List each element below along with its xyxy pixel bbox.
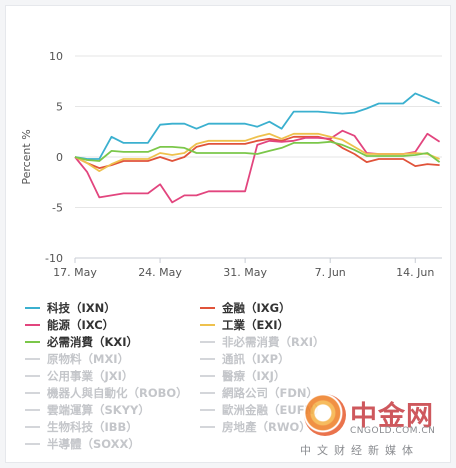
watermark: 中金网 CNGOLD.COM.CN 中文财经新媒体 xyxy=(296,392,451,462)
watermark-tagline: 中文财经新媒体 xyxy=(300,444,419,457)
legend-label: 生物科技（IBB） xyxy=(47,419,138,434)
legend-item[interactable]: 雲端運算（SKYY） xyxy=(25,402,200,417)
legend-label: 科技（IXN） xyxy=(47,300,116,315)
legend-item[interactable]: 公用事業（JXI） xyxy=(25,368,200,383)
y-tick-label: 0 xyxy=(56,151,63,164)
legend-item[interactable]: 生物科技（IBB） xyxy=(25,419,200,434)
legend-label: 通訊（IXP） xyxy=(222,351,290,366)
legend-swatch xyxy=(200,425,215,428)
legend-item[interactable]: 通訊（IXP） xyxy=(200,351,410,366)
legend-item[interactable]: 歐洲金融（EUFN） xyxy=(200,402,410,417)
chart-card xyxy=(5,5,451,463)
y-tick-label: -10 xyxy=(45,252,63,265)
y-axis-label: Percent % xyxy=(20,129,33,184)
legend-item[interactable]: 能源（IXC） xyxy=(25,317,200,332)
legend-label: 非必需消費（RXI） xyxy=(222,334,325,349)
legend-swatch xyxy=(25,340,40,343)
legend-item[interactable]: 機器人與自動化（ROBO） xyxy=(25,385,200,400)
legend-label: 機器人與自動化（ROBO） xyxy=(47,385,188,400)
legend-label: 必需消費（KXI） xyxy=(47,334,139,349)
x-tick-label: 14. Jun xyxy=(396,266,434,279)
legend-item[interactable]: 半導體（SOXX） xyxy=(25,436,200,451)
legend-item[interactable]: 金融（IXG） xyxy=(200,300,410,315)
legend-item[interactable]: 房地產（RWO） xyxy=(200,419,410,434)
legend-swatch xyxy=(200,306,215,309)
legend-swatch xyxy=(25,357,40,360)
watermark-name: 中金网 xyxy=(350,401,434,432)
x-tick-label: 24. May xyxy=(138,266,182,279)
legend-swatch xyxy=(200,391,215,394)
x-tick-label: 7. Jun xyxy=(315,266,346,279)
watermark-url: CNGOLD.COM.CN xyxy=(350,426,436,436)
legend-swatch xyxy=(25,306,40,309)
grid-lines xyxy=(75,55,442,259)
x-tick-label: 17. May xyxy=(53,266,97,279)
x-tick-label: 31. May xyxy=(223,266,267,279)
y-tick-label: -5 xyxy=(52,202,63,215)
legend-swatch xyxy=(200,340,215,343)
y-axis-ticks: -10 -5 0 5 10 xyxy=(45,50,63,265)
x-axis: 17. May 24. May 31. May 7. Jun 14. Jun xyxy=(53,257,442,279)
legend-swatch xyxy=(25,408,40,411)
legend-swatch xyxy=(200,374,215,377)
legend-label: 半導體（SOXX） xyxy=(47,436,140,451)
legend-label: 公用事業（JXI） xyxy=(47,368,134,383)
series-lines xyxy=(74,92,441,204)
legend-label: 金融（IXG） xyxy=(222,300,291,315)
y-tick-label: 5 xyxy=(56,101,63,114)
legend-label: 原物料（MXI） xyxy=(47,351,130,366)
legend-label: 房地產（RWO） xyxy=(222,419,311,434)
line-chart: -10 -5 0 5 10 17. May 24. May 31. May 7. Jun 14.… xyxy=(20,50,442,279)
legend-swatch xyxy=(25,442,40,445)
cngold-logo-icon xyxy=(304,394,346,436)
series-line-1 xyxy=(74,135,440,169)
legend-label: 歐洲金融（EUFN） xyxy=(222,402,326,417)
series-line-0 xyxy=(74,92,440,160)
legend-item[interactable]: 網路公司（FDN） xyxy=(200,385,410,400)
legend-label: 醫療（IXJ） xyxy=(222,368,286,383)
legend-item[interactable]: 非必需消費（RXI） xyxy=(200,334,410,349)
series-line-4 xyxy=(74,140,441,163)
legend-label: 工業（EXI） xyxy=(222,317,290,332)
legend-swatch xyxy=(200,323,215,326)
legend-label: 網路公司（FDN） xyxy=(222,385,319,400)
legend-item[interactable]: 科技（IXN） xyxy=(25,300,200,315)
legend-swatch xyxy=(25,391,40,394)
legend: 科技（IXN） 金融（IXG） 能源（IXC） 工業（EXI） 必需消費（KXI） 非必需… xyxy=(25,300,445,451)
legend-item[interactable]: 工業（EXI） xyxy=(200,317,410,332)
y-tick-label: 10 xyxy=(49,50,63,63)
legend-label: 雲端運算（SKYY） xyxy=(47,402,150,417)
series-line-3 xyxy=(74,132,440,172)
legend-label: 能源（IXC） xyxy=(47,317,115,332)
legend-swatch xyxy=(200,408,215,411)
legend-swatch xyxy=(25,425,40,428)
legend-swatch xyxy=(200,357,215,360)
legend-item[interactable]: 必需消費（KXI） xyxy=(25,334,200,349)
legend-item[interactable]: 原物料（MXI） xyxy=(25,351,200,366)
legend-item[interactable]: 醫療（IXJ） xyxy=(200,368,410,383)
legend-swatch xyxy=(25,323,40,326)
legend-swatch xyxy=(25,374,40,377)
